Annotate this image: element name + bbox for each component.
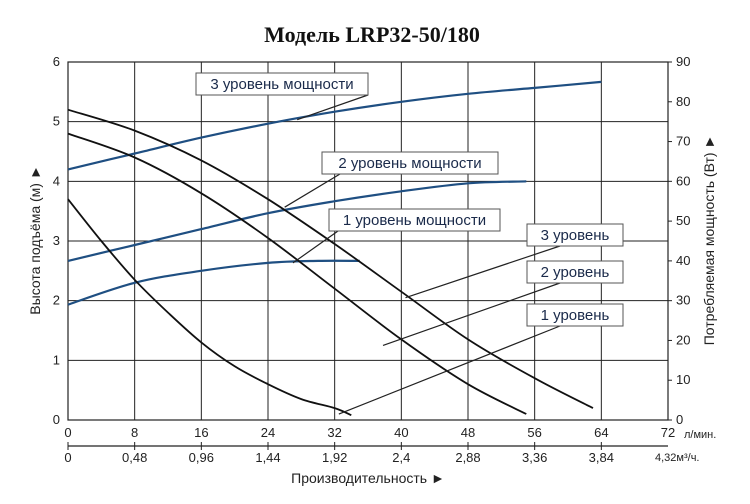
head-curve [67,198,352,417]
x-tick-label: 72 [661,425,675,440]
x-secondary-tick-label: 2,88 [455,450,480,465]
power-label-2-box [321,151,499,175]
tick-labels: 0 8 16 24 32 40 48 56 64 720 0,48 0,96 1,44 1,92 2,4 2,… [53,54,691,465]
x-tick-label: 0 [64,425,71,440]
x-secondary-tick-label: 0 [64,450,71,465]
power-curve [67,80,602,171]
head-label-3-box [526,223,624,247]
power-label-2-leader [284,173,341,208]
x-axis-label: Производительность ► [291,470,445,486]
y-axis-label-right: Потребляемая мощность (Вт) ► [701,135,717,346]
y-right-tick-label: 60 [676,173,690,188]
head-label-2: 2 уровень [541,264,610,281]
power-label-1-leader [292,230,339,264]
y-right-tick-label: 30 [676,293,690,308]
x-secondary-tick-label: 2,4 [392,450,410,465]
head-curve [67,132,527,415]
head-label-3-leader [405,245,561,299]
head-label-2-leader [382,282,561,346]
x-tick-label: 24 [261,425,275,440]
x-tick-label: 40 [394,425,408,440]
series-labels: 3 уровень мощности 2 уровень мощности 1 ур… [195,72,624,415]
chart-title: Модель LRP32-50/180 [264,22,480,47]
power-label-3-box [195,72,369,96]
y-right-tick-label: 50 [676,213,690,228]
x-secondary-tick-label: 0,96 [189,450,214,465]
x-secondary-tick-label: 1,92 [322,450,347,465]
x-tick-label: 64 [594,425,608,440]
y-left-tick-label: 1 [53,352,60,367]
y-left-tick-label: 3 [53,233,60,248]
x-tick-label: 16 [194,425,208,440]
power-label-1: 1 уровень мощности [343,212,486,229]
y-right-tick-label: 20 [676,332,690,347]
head-label-1-leader [338,325,561,415]
y-right-tick-label: 10 [676,372,690,387]
series [67,80,602,417]
x-tick-label: 56 [527,425,541,440]
grid [67,61,672,450]
y-right-tick-label: 90 [676,54,690,69]
head-label-2-box [526,260,624,284]
y-left-tick-label: 2 [53,293,60,308]
x-secondary-tick-label: 0,48 [122,450,147,465]
head-label-1-box [526,303,624,327]
x-secondary-tick-label: 1,44 [255,450,280,465]
y-left-tick-label: 4 [53,173,60,188]
y-left-tick-label: 0 [53,412,60,427]
x-tick-label: 8 [131,425,138,440]
power-label-3-leader [296,94,369,121]
x-secondary-tick-label: 3,36 [522,450,547,465]
x-unit-secondary: 4,32м³/ч. [655,452,699,464]
power-label-1-box [328,208,501,232]
head-label-1: 1 уровень [541,307,610,324]
head-curve [67,108,594,409]
x-tick-label: 32 [327,425,341,440]
x-secondary-tick-label: 3,84 [589,450,614,465]
power-label-2: 2 уровень мощности [338,155,481,172]
head-label-3: 3 уровень [541,227,610,244]
power-label-3: 3 уровень мощности [210,76,353,93]
y-right-tick-label: 80 [676,94,690,109]
y-right-tick-label: 40 [676,253,690,268]
power-curve [67,180,527,262]
x-tick-label: 48 [461,425,475,440]
power-curve [67,259,360,306]
y-left-tick-label: 5 [53,114,60,129]
y-right-tick-label: 70 [676,134,690,149]
y-axis-label-left: Высота подъёма (м) ► [27,165,43,314]
x-unit-primary: л/мин. [684,429,716,441]
y-right-tick-label: 0 [676,412,683,427]
y-left-tick-label: 6 [53,54,60,69]
